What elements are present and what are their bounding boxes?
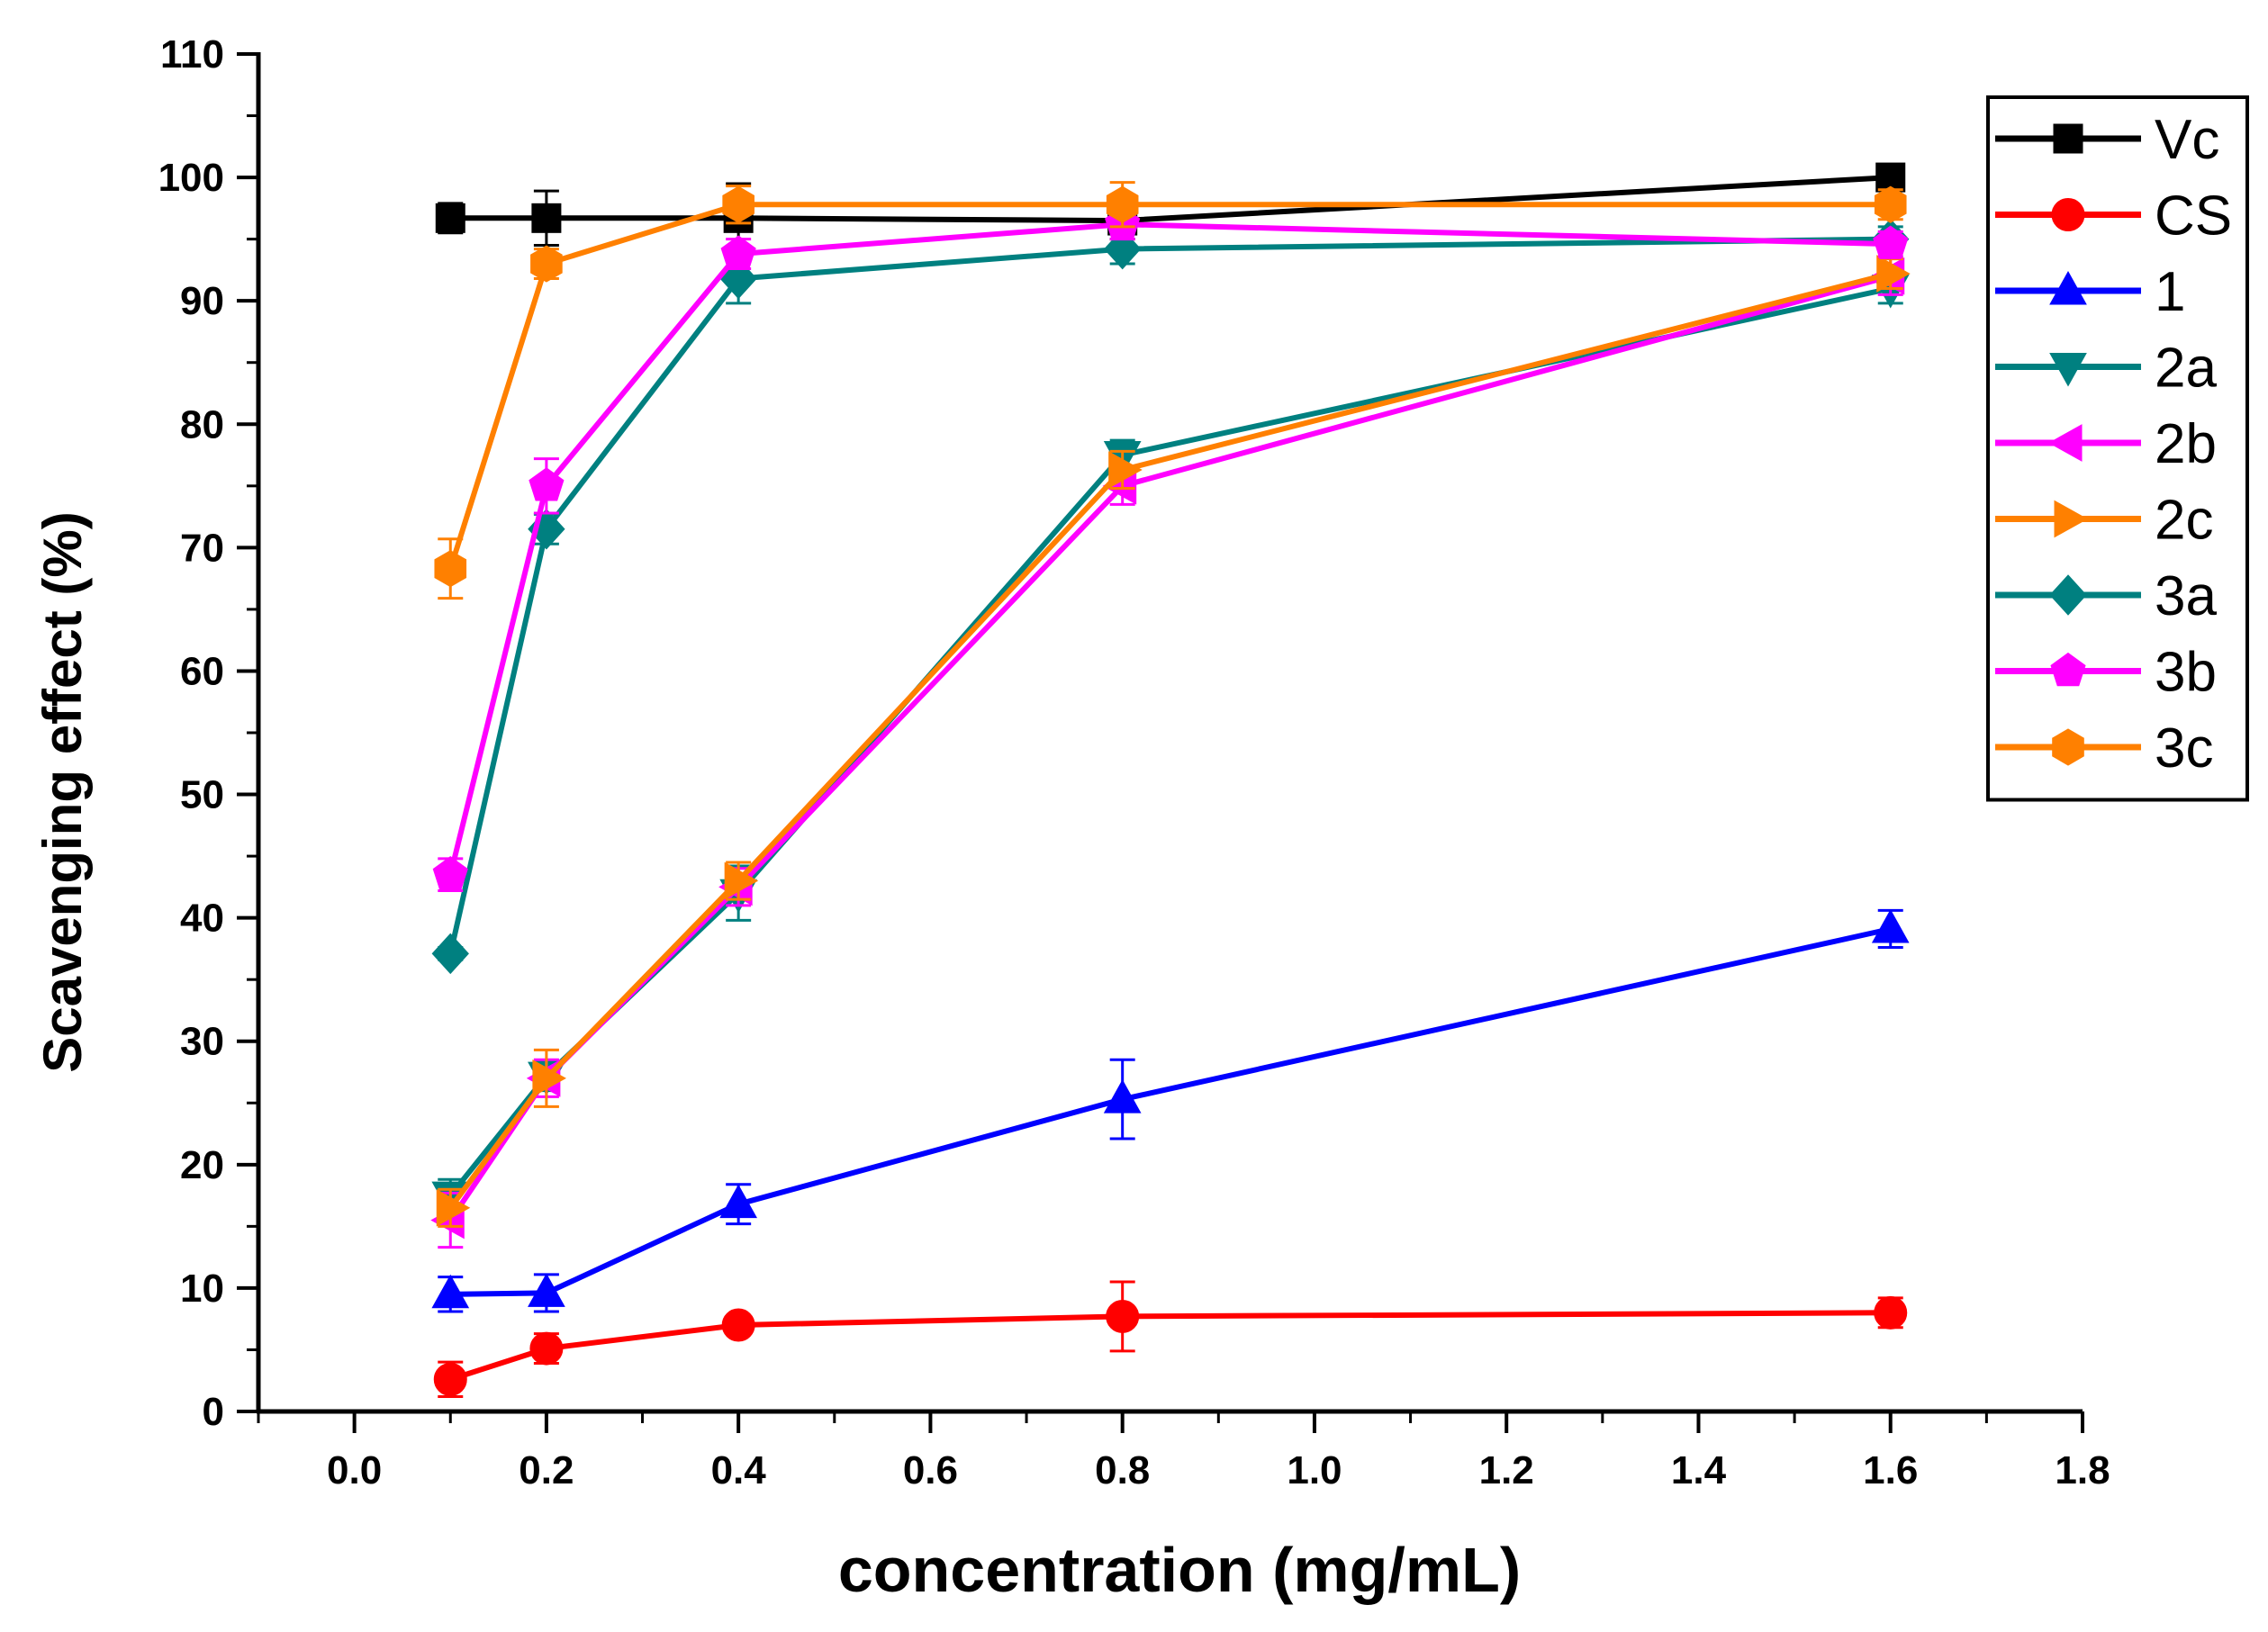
legend-marker — [2049, 270, 2087, 305]
data-point — [435, 203, 465, 233]
legend-label: 3b — [2155, 642, 2217, 704]
series-line — [450, 926, 1892, 1297]
x-tick-label: 1.0 — [1287, 1448, 1342, 1492]
y-tick-label: 70 — [180, 526, 224, 570]
x-tick-label: 1.2 — [1479, 1448, 1534, 1492]
y-axis-title: Scavenging effect (%) — [32, 511, 93, 1072]
x-tick-label: 1.4 — [1671, 1448, 1727, 1492]
data-point — [436, 1188, 471, 1227]
y-tick-label: 30 — [180, 1020, 224, 1064]
legend-marker — [2047, 424, 2083, 462]
legend-marker — [2052, 728, 2084, 766]
data-point — [529, 467, 565, 501]
data-point — [719, 1184, 758, 1219]
legend-label: 3a — [2155, 565, 2217, 627]
legend-marker — [2054, 500, 2089, 538]
legend-marker — [2051, 198, 2085, 231]
series-line — [450, 175, 1891, 224]
data-point — [532, 1059, 566, 1097]
x-axis-title: concentration (mg/mL) — [838, 1535, 1521, 1605]
legend-label: 3c — [2155, 717, 2213, 780]
series-2a — [431, 272, 1910, 1216]
x-tick-label: 0.2 — [519, 1448, 574, 1492]
data-point — [1876, 255, 1911, 293]
series-line — [447, 285, 1892, 1197]
legend-item: CS — [1995, 185, 2232, 248]
data-point — [1871, 908, 1910, 943]
x-tick-label: 1.6 — [1863, 1448, 1918, 1492]
y-tick-label: 90 — [180, 279, 224, 323]
y-tick-label: 80 — [180, 402, 224, 446]
legend-item: 2a — [1995, 338, 2217, 400]
legend-label: Vc — [2155, 109, 2219, 171]
legend-label: 1 — [2155, 261, 2185, 323]
x-tick-label: 0.4 — [711, 1448, 767, 1492]
legend-item: 1 — [1995, 261, 2185, 323]
y-tick-label: 100 — [158, 156, 224, 200]
legend-item: 2b — [1995, 413, 2217, 475]
legend-item: 3a — [1995, 565, 2217, 627]
y-tick-label: 50 — [180, 773, 224, 817]
legend-marker — [2049, 574, 2087, 616]
y-axis-ticks: 0 10 20 30 40 50 60 70 80 90 100 110 — [158, 32, 258, 1434]
data-point — [529, 1331, 564, 1366]
data-point — [721, 1308, 755, 1342]
data-point — [431, 1274, 470, 1309]
y-tick-label: 40 — [180, 897, 224, 941]
data-point — [1108, 451, 1143, 489]
legend-item: 2c — [1995, 490, 2213, 552]
series-line — [447, 236, 1891, 955]
data-point — [431, 933, 469, 975]
legend-label: 2c — [2155, 490, 2213, 552]
series-2c — [436, 255, 1911, 1228]
legend-label: CS — [2155, 185, 2232, 248]
data-point — [1106, 185, 1139, 223]
data-point — [434, 550, 467, 588]
series-3c — [434, 181, 1907, 600]
data-point — [530, 245, 563, 283]
series-CS — [433, 1280, 1908, 1399]
series-layer — [430, 162, 1911, 1399]
series-line — [447, 221, 1891, 876]
x-tick-label: 0.8 — [1095, 1448, 1150, 1492]
legend-item: Vc — [1995, 109, 2219, 171]
legend-marker — [2050, 652, 2086, 687]
x-axis-ticks: 0.0 0.2 0.4 0.6 0.8 1.0 1.2 1.4 1.6 1.8 — [257, 1411, 2110, 1492]
series-line — [447, 273, 1892, 1222]
x-tick-label: 1.8 — [2055, 1448, 2110, 1492]
series-2b — [430, 256, 1905, 1249]
y-tick-label: 20 — [180, 1143, 224, 1187]
data-point — [528, 1273, 565, 1307]
y-tick-label: 0 — [203, 1390, 224, 1434]
data-point — [531, 203, 562, 233]
series-line — [449, 1310, 1891, 1383]
legend: Vc CS 1 2a 2b 2c 3a 3b 3c — [1986, 95, 2249, 802]
data-point — [724, 861, 759, 900]
data-point — [720, 235, 756, 269]
series-3b — [432, 205, 1909, 892]
legend-marker — [2053, 123, 2083, 154]
series-line — [447, 202, 1891, 570]
data-point — [433, 1362, 467, 1396]
data-point — [432, 856, 468, 890]
data-point — [1106, 1299, 1140, 1333]
series-line — [447, 271, 1892, 1210]
data-point — [1874, 1295, 1908, 1330]
series-1 — [431, 908, 1910, 1313]
data-point — [1874, 185, 1907, 223]
legend-item: 3c — [1995, 717, 2213, 780]
y-tick-label: 60 — [180, 649, 224, 693]
data-point — [722, 185, 754, 223]
data-point — [1103, 1079, 1142, 1114]
legend-label: 2b — [2155, 413, 2217, 475]
y-tick-label: 110 — [160, 32, 224, 77]
legend-label: 2a — [2155, 338, 2217, 400]
y-tick-label: 10 — [180, 1267, 224, 1311]
x-tick-label: 0.0 — [327, 1448, 382, 1492]
legend-item: 3b — [1995, 642, 2217, 704]
legend-marker — [2049, 353, 2087, 387]
x-tick-label: 0.6 — [903, 1448, 958, 1492]
data-point — [1873, 225, 1909, 259]
